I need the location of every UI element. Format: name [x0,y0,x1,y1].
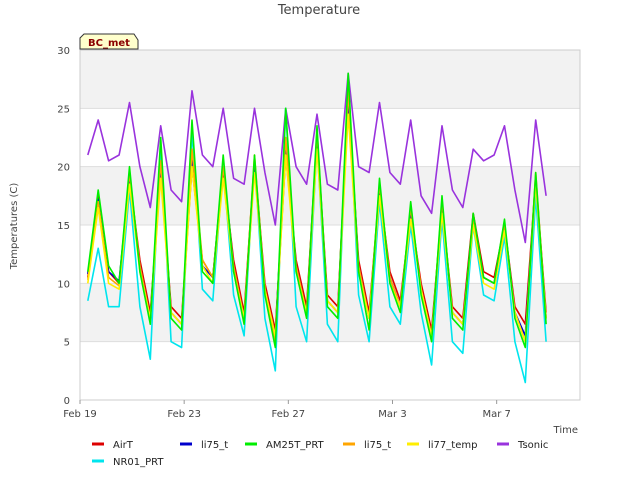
band [80,50,580,109]
site-badge: BC_met [79,33,139,50]
legend-label: li77_temp [428,440,477,451]
y-axis-ticks: 0 5 10 15 20 25 30 [57,46,70,407]
x-tick-label: Mar 7 [482,409,510,420]
legend-label: AM25T_PRT [266,440,325,451]
series-layer [87,72,547,384]
y-tick-label: 20 [57,163,70,174]
y-tick-label: 5 [64,338,70,349]
series-line-tsonic [87,72,547,244]
series-line-am25t-prt [87,72,547,349]
y-tick-label: 10 [57,279,70,290]
x-tick-label: Feb 19 [63,409,97,420]
band [80,283,580,342]
x-axis-label: Time [553,425,578,436]
y-tick-label: 25 [57,104,70,115]
legend-label: NR01_PRT [113,457,164,468]
legend: AirT li75_t AM25T_PRT li75_t li77_temp Tsonic… [92,440,548,468]
x-tick-label: Feb 23 [167,409,201,420]
x-axis-ticks: Feb 19 Feb 23 Feb 27 Mar 3 Mar 7 [63,400,511,420]
chart-title: Temperature [277,3,360,18]
y-axis-label: Temperatures (C) [9,183,20,271]
site-badge-label: BC_met [88,38,130,49]
y-tick-label: 15 [57,221,70,232]
legend-label: li75_t [364,440,391,451]
plot-border [79,49,581,401]
x-tick-label: Feb 27 [272,409,306,420]
x-tick-label: Mar 3 [378,409,406,420]
legend-label: Tsonic [517,440,548,451]
legend-label: li75_t [201,440,228,451]
y-tick-label: 0 [64,396,70,407]
legend-label: AirT [113,440,134,451]
y-tick-label: 30 [57,46,70,57]
